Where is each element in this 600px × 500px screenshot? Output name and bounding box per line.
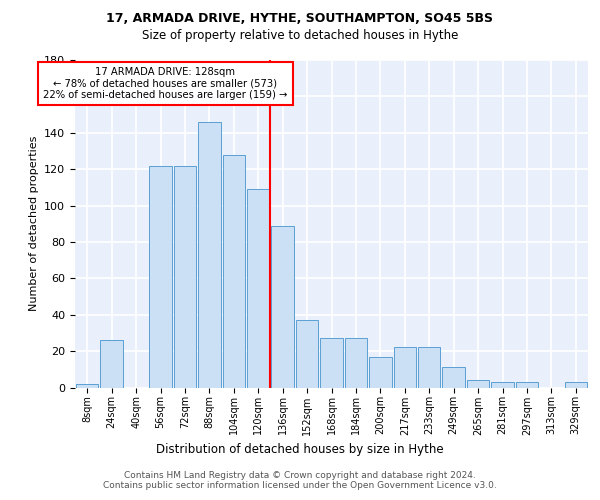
Text: Size of property relative to detached houses in Hythe: Size of property relative to detached ho… (142, 29, 458, 42)
Bar (344, 338, 367, 388)
Bar (247, 189, 269, 388)
Bar (320, 338, 343, 388)
Bar (271, 226, 294, 388)
Bar (394, 348, 416, 388)
Text: 17 ARMADA DRIVE: 128sqm
← 78% of detached houses are smaller (573)
22% of semi-d: 17 ARMADA DRIVE: 128sqm ← 78% of detache… (43, 68, 287, 100)
Bar (76, 384, 98, 388)
Bar (565, 382, 587, 388)
Bar (198, 122, 221, 388)
Bar (223, 154, 245, 388)
Y-axis label: Number of detached properties: Number of detached properties (29, 136, 38, 312)
Bar (100, 340, 123, 388)
Bar (515, 382, 538, 388)
Bar (442, 368, 465, 388)
Bar (173, 166, 196, 388)
Text: 17, ARMADA DRIVE, HYTHE, SOUTHAMPTON, SO45 5BS: 17, ARMADA DRIVE, HYTHE, SOUTHAMPTON, SO… (107, 12, 493, 26)
Text: Distribution of detached houses by size in Hythe: Distribution of detached houses by size … (156, 442, 444, 456)
Bar (149, 166, 172, 388)
Bar (491, 382, 514, 388)
Text: Contains HM Land Registry data © Crown copyright and database right 2024.
Contai: Contains HM Land Registry data © Crown c… (103, 470, 497, 490)
Bar (369, 356, 392, 388)
Bar (296, 320, 319, 388)
Bar (467, 380, 490, 388)
Bar (418, 348, 440, 388)
